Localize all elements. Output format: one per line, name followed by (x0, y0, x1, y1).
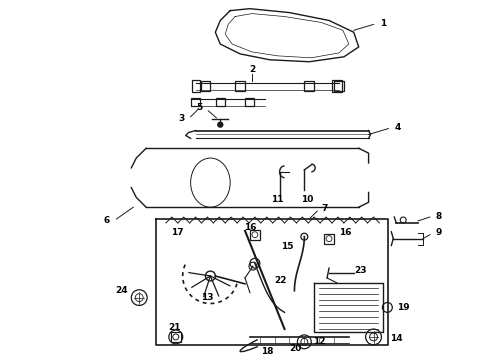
Bar (191, 98, 200, 107)
Text: 18: 18 (262, 347, 274, 356)
Text: 22: 22 (275, 276, 287, 285)
Text: 13: 13 (201, 293, 214, 302)
Text: 17: 17 (171, 228, 183, 237)
Circle shape (218, 122, 223, 127)
Text: 16: 16 (244, 223, 256, 232)
Bar (192, 80, 199, 92)
Text: 7: 7 (321, 204, 327, 213)
Bar (304, 81, 314, 91)
Text: 12: 12 (313, 337, 326, 346)
Text: 4: 4 (394, 123, 401, 132)
Text: 6: 6 (103, 216, 110, 225)
Bar (332, 80, 342, 92)
Bar (171, 332, 181, 342)
Text: 15: 15 (281, 242, 294, 251)
Text: 3: 3 (178, 114, 185, 123)
Bar (334, 81, 344, 91)
Text: 19: 19 (397, 303, 410, 312)
Text: 24: 24 (115, 286, 128, 295)
Text: 11: 11 (271, 195, 284, 204)
Text: 1: 1 (380, 19, 387, 28)
Text: 20: 20 (289, 344, 302, 353)
Text: 10: 10 (301, 195, 314, 204)
Text: 23: 23 (354, 266, 366, 275)
Text: 9: 9 (436, 228, 442, 237)
Bar (200, 81, 210, 91)
Bar (245, 98, 254, 107)
Bar (250, 230, 260, 240)
Text: 14: 14 (391, 334, 403, 343)
Text: 16: 16 (339, 228, 351, 237)
Bar (235, 81, 245, 91)
Text: 2: 2 (249, 65, 255, 74)
Text: 5: 5 (196, 103, 202, 112)
Text: 8: 8 (436, 212, 442, 221)
Bar (216, 98, 225, 107)
Text: 21: 21 (169, 323, 181, 332)
Bar (324, 234, 334, 244)
